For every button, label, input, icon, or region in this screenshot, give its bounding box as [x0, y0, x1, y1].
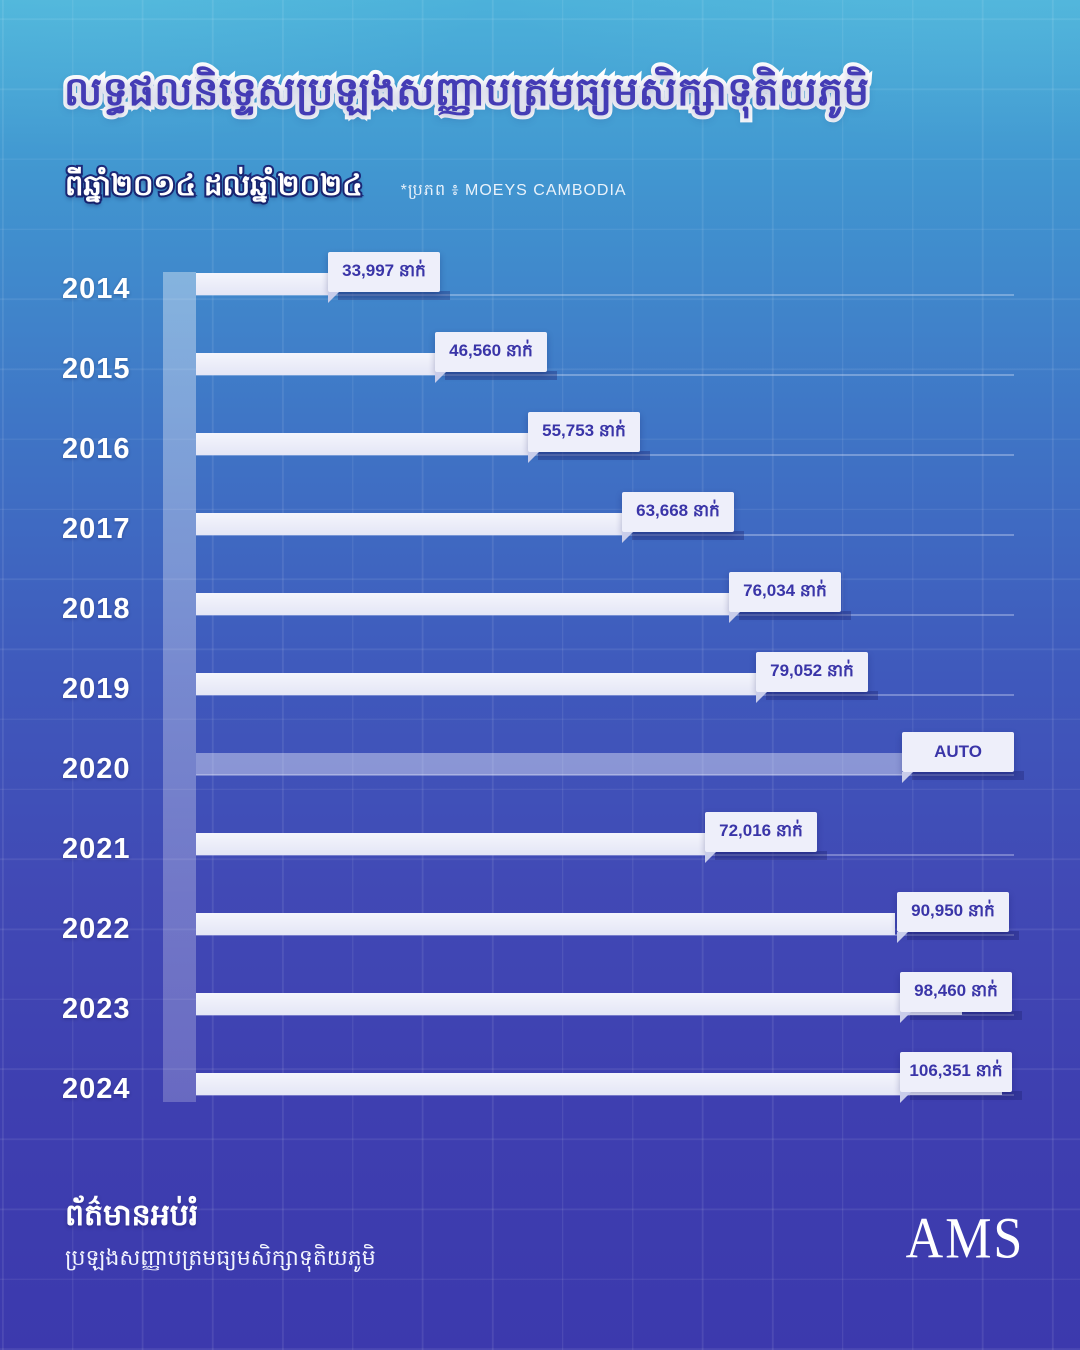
year-label: 2014 [62, 273, 131, 305]
value-label-shadow [715, 851, 827, 860]
bar-2024 [196, 1073, 1002, 1095]
value-label: 98,460 នាក់ [900, 972, 1012, 1023]
bar-2018 [196, 593, 731, 615]
year-label: 2017 [62, 513, 131, 545]
footer-subheading: ប្រឡងសញ្ញាបត្រមធ្យមសិក្សាទុតិយភូមិ [65, 1245, 376, 1270]
value-label-fold [528, 452, 539, 463]
row-baseline [196, 854, 1014, 856]
year-label: 2024 [62, 1073, 131, 1105]
value-label: 55,753 នាក់ [528, 412, 640, 463]
year-label: 2018 [62, 593, 131, 625]
value-label-fold [729, 612, 740, 623]
bar-2017 [196, 513, 624, 535]
subtitle-row: ពីឆ្នាំ២០១៤ ដល់ឆ្នាំ២០២៤ *ប្រភព ៖ MOEYS … [63, 168, 627, 210]
axis-band [163, 272, 196, 1102]
value-label-fold [756, 692, 767, 703]
year-label: 2019 [62, 673, 131, 705]
value-label-fold [435, 372, 446, 383]
value-label-fold [900, 1012, 911, 1023]
bar-2019 [196, 673, 758, 695]
value-label: 72,016 នាក់ [705, 812, 817, 863]
bar-2021 [196, 833, 707, 855]
value-label-fold [900, 1092, 911, 1103]
value-label-shadow [538, 451, 650, 460]
bar-2014 [196, 273, 330, 295]
value-label: 33,997 នាក់ [328, 252, 440, 303]
value-label: 106,351 នាក់ [900, 1052, 1012, 1103]
year-label: 2023 [62, 993, 131, 1025]
row-baseline [196, 934, 1014, 936]
subtitle: ពីឆ្នាំ២០១៤ ដល់ឆ្នាំ២០២៤ [63, 168, 365, 204]
row-baseline [196, 1014, 1014, 1016]
value-label-fold [902, 772, 913, 783]
bar-2015 [196, 353, 437, 375]
year-label: 2020 [62, 753, 131, 785]
bar-2023 [196, 993, 962, 1015]
year-label: 2016 [62, 433, 131, 465]
page-title: លទ្ធផលនិទ្ទេសប្រឡងសញ្ញាបត្រមធ្យមសិក្សាទុ… [60, 66, 873, 118]
value-label-fold [328, 292, 339, 303]
value-label-shadow [445, 371, 557, 380]
bar-2016 [196, 433, 530, 455]
ams-logo: AMS [905, 1207, 1025, 1271]
row-baseline [196, 1094, 1014, 1096]
value-label-shadow [910, 1091, 1022, 1100]
value-label: 63,668 នាក់ [622, 492, 734, 543]
value-label-shadow [766, 691, 878, 700]
row-baseline [196, 374, 1014, 376]
value-label-shadow [632, 531, 744, 540]
row-baseline [196, 774, 1014, 776]
year-label: 2015 [62, 353, 131, 385]
row-baseline [196, 694, 1014, 696]
year-label: 2022 [62, 913, 131, 945]
value-label: 76,034 នាក់ [729, 572, 841, 623]
source-note: *ប្រភព ៖ MOEYS CAMBODIA [400, 182, 627, 199]
value-label-shadow [907, 931, 1019, 940]
value-label-fold [897, 932, 908, 943]
value-label: 46,560 នាក់ [435, 332, 547, 383]
row-baseline [196, 294, 1014, 296]
value-label-shadow [338, 291, 450, 300]
value-label-fold [705, 852, 716, 863]
value-label: 79,052 នាក់ [756, 652, 868, 703]
value-label: AUTO [902, 732, 1014, 783]
bar-2022 [196, 913, 895, 935]
value-label-shadow [739, 611, 851, 620]
row-baseline [196, 454, 1014, 456]
bar-2020 [196, 753, 902, 775]
value-label-shadow [912, 771, 1024, 780]
value-label-fold [622, 532, 633, 543]
row-baseline [196, 614, 1014, 616]
value-label: 90,950 នាក់ [897, 892, 1009, 943]
year-label: 2021 [62, 833, 131, 865]
footer-heading: ព័ត៌មានអប់រំ [65, 1199, 199, 1232]
row-baseline [196, 534, 1014, 536]
value-label-shadow [910, 1011, 1022, 1020]
